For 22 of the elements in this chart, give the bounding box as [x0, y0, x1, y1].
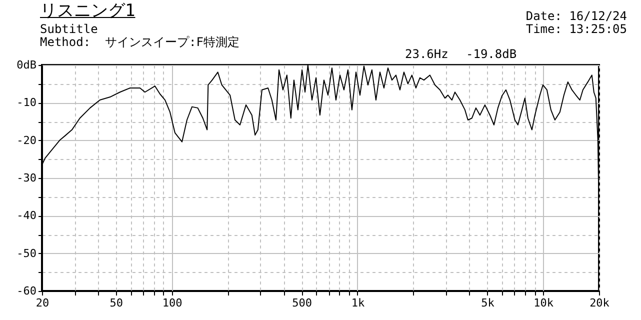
- y-tick-label: -50: [16, 246, 36, 260]
- y-tick-label: -30: [16, 172, 36, 184]
- y-tick-label: -60: [16, 284, 36, 298]
- text: Time: 13:25:05: [526, 22, 627, 36]
- y-tick-label: -20: [16, 134, 36, 147]
- chart-title: リスニング1: [40, 1, 136, 21]
- y-tick-label: 0dB: [16, 58, 37, 72]
- x-tick-label: 20k: [590, 296, 610, 310]
- x-tick-label: 10k: [534, 296, 554, 310]
- text: Date: 16/12/24: [526, 9, 627, 23]
- text: -19.8dB: [466, 47, 517, 61]
- x-tick-label: 1k: [351, 296, 365, 310]
- x-tick-label: 500: [292, 296, 312, 310]
- x-tick-label: 50: [110, 296, 124, 310]
- x-tick-label: 5k: [481, 296, 495, 310]
- chart-subtitle: Subtitle: [40, 22, 98, 36]
- text: 23.6Hz: [405, 47, 448, 61]
- x-tick-label: 20: [36, 296, 50, 310]
- text: Method: サインスイープ:F特測定: [40, 35, 240, 49]
- y-tick-label: -10: [16, 96, 36, 110]
- y-tick-label: -40: [16, 209, 36, 222]
- x-tick-label: 100: [162, 296, 182, 310]
